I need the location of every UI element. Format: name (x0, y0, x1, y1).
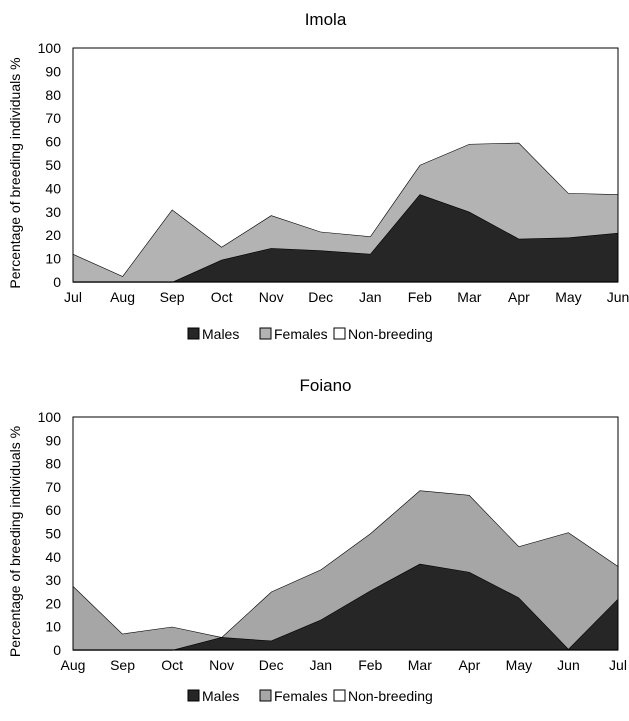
foiano-legend-label: Females (274, 688, 328, 704)
imola-y-tick-label: 40 (45, 180, 61, 196)
foiano-x-tick-label: Jul (609, 657, 627, 673)
foiano-legend-swatch (259, 689, 272, 702)
foiano-x-tick-label: Sep (110, 657, 135, 673)
foiano-y-tick-label: 40 (45, 549, 61, 565)
foiano-y-tick-label: 90 (45, 432, 61, 448)
foiano-x-tick-label: Dec (259, 657, 284, 673)
imola-y-tick-label: 10 (45, 251, 61, 267)
foiano-legend-swatch (333, 689, 346, 702)
imola-x-tick-label: Nov (259, 289, 284, 305)
imola-legend-label: Females (274, 326, 328, 342)
foiano-legend-swatch (187, 689, 200, 702)
imola-legend-swatch (259, 327, 272, 340)
imola-y-tick-label: 60 (45, 134, 61, 150)
chart-foiano-svg: Foiano 0 10 20 30 40 50 60 70 80 90 100 Aug Sep Oct Nov… (7, 376, 627, 704)
imola-legend-swatch (187, 327, 200, 340)
imola-x-tick-label: Aug (110, 289, 135, 305)
imola-x-tick-label: Mar (457, 289, 481, 305)
imola-y-tick-label: 50 (45, 157, 61, 173)
imola-x-tick-label: Jul (64, 289, 82, 305)
foiano-y-tick-label: 10 (45, 619, 61, 635)
foiano-y-tick-label: 50 (45, 526, 61, 542)
foiano-x-tick-label: Jan (309, 657, 332, 673)
foiano-y-tick-label: 80 (45, 456, 61, 472)
imola-legend-swatch (333, 327, 346, 340)
imola-y-tick-label: 80 (45, 87, 61, 103)
imola-area-non-breeding (73, 48, 618, 277)
foiano-x-tick-label: Feb (358, 657, 382, 673)
imola-y-tick-label: 100 (38, 40, 62, 56)
foiano-area-non-breeding (73, 417, 618, 638)
foiano-y-tick-label: 30 (45, 572, 61, 588)
foiano-y-axis-label: Percentage of breeding individuals % (7, 426, 23, 657)
chart-imola-svg: Imola 0 10 20 30 40 50 60 70 80 90 100 Jul Aug Sep Oct N… (7, 10, 629, 342)
imola-chart-title: Imola (305, 10, 347, 29)
foiano-y-tick-label: 100 (38, 409, 62, 425)
foiano-legend-label: Non-breeding (348, 688, 433, 704)
foiano-x-tick-label: Mar (408, 657, 432, 673)
foiano-x-tick-label: Aug (61, 657, 86, 673)
foiano-chart-title: Foiano (300, 376, 352, 395)
foiano-x-tick-label: Jun (557, 657, 580, 673)
imola-legend-label: Non-breeding (348, 326, 433, 342)
imola-y-tick-label: 90 (45, 63, 61, 79)
imola-area-males (73, 194, 618, 282)
imola-x-tick-label: Oct (211, 289, 233, 305)
foiano-legend-label: Males (202, 688, 239, 704)
foiano-x-tick-label: Oct (161, 657, 183, 673)
imola-y-tick-label: 70 (45, 110, 61, 126)
imola-x-tick-label: Apr (508, 289, 530, 305)
imola-x-tick-label: Jun (607, 289, 629, 305)
imola-x-tick-label: Jan (359, 289, 382, 305)
foiano-y-tick-label: 60 (45, 502, 61, 518)
imola-legend-label: Males (202, 326, 239, 342)
imola-y-tick-label: 30 (45, 204, 61, 220)
chart-foiano: Foiano 0 10 20 30 40 50 60 70 80 90 100 Aug Sep Oct Nov… (0, 368, 629, 716)
foiano-area-males (73, 563, 618, 650)
imola-y-tick-label: 20 (45, 227, 61, 243)
imola-y-axis-label: Percentage of breeding individuals % (7, 57, 23, 288)
foiano-x-tick-label: Nov (209, 657, 234, 673)
imola-x-tick-label: Feb (408, 289, 432, 305)
imola-x-tick-label: Sep (160, 289, 185, 305)
chart-imola: Imola 0 10 20 30 40 50 60 70 80 90 100 Jul Aug Sep Oct N… (0, 0, 629, 358)
foiano-x-tick-label: May (506, 657, 532, 673)
foiano-y-tick-label: 0 (53, 642, 61, 658)
imola-x-tick-label: May (555, 289, 581, 305)
imola-x-tick-label: Dec (308, 289, 333, 305)
foiano-area-females (73, 490, 618, 650)
foiano-y-tick-label: 70 (45, 479, 61, 495)
foiano-x-tick-label: Apr (458, 657, 480, 673)
imola-y-tick-label: 0 (53, 274, 61, 290)
imola-area-females (73, 142, 618, 282)
foiano-y-tick-label: 20 (45, 595, 61, 611)
